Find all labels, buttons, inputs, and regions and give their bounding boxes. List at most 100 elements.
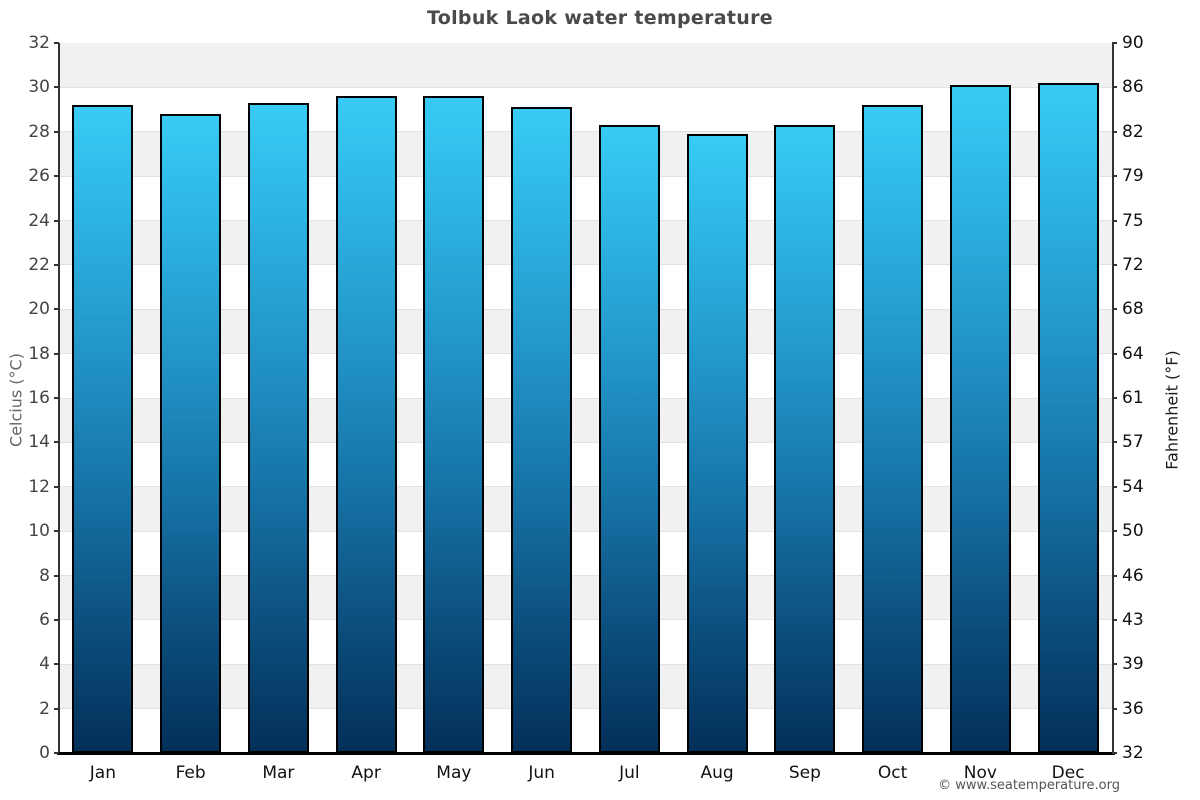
y-tick-label-celsius: 28 — [28, 121, 50, 142]
gridline — [59, 353, 1112, 355]
y-tick-mark-right — [1112, 130, 1117, 133]
y-tick-label-celsius: 10 — [28, 521, 50, 542]
y-tick-label-fahrenheit: 54 — [1122, 476, 1144, 497]
background-band — [59, 575, 1112, 620]
background-band — [59, 708, 1112, 753]
bar-nov — [949, 85, 1011, 753]
y-tick-label-fahrenheit: 90 — [1122, 33, 1144, 53]
y-tick-mark-right — [1112, 42, 1117, 44]
x-tick-label-jun: Jun — [528, 763, 555, 783]
y-tick-mark-right — [1112, 618, 1117, 621]
y-tick-label-celsius: 26 — [28, 166, 50, 187]
bar-sep — [774, 125, 836, 753]
y-tick-label-celsius: 12 — [28, 476, 50, 497]
y-tick-label-fahrenheit: 32 — [1122, 743, 1144, 763]
y-tick-mark-right — [1112, 263, 1117, 266]
background-band — [59, 43, 1112, 88]
y-tick-label-celsius: 6 — [39, 609, 50, 630]
gridline — [59, 131, 1112, 133]
x-tick-label-sep: Sep — [788, 763, 821, 783]
y-tick-label-fahrenheit: 57 — [1122, 432, 1144, 453]
bar-may — [423, 96, 485, 753]
background-band — [59, 442, 1112, 487]
y-tick-mark-right — [1112, 574, 1117, 577]
bar-feb — [160, 114, 222, 753]
y-tick-mark-left — [54, 42, 59, 44]
y-tick-label-celsius: 0 — [39, 743, 50, 763]
gridline — [59, 441, 1112, 443]
y-tick-mark-right — [1112, 752, 1117, 754]
y-tick-mark-right — [1112, 308, 1117, 311]
bar-jan — [72, 105, 134, 753]
y-tick-label-fahrenheit: 39 — [1122, 654, 1144, 675]
y-tick-mark-left — [54, 219, 59, 222]
y-tick-mark-left — [54, 485, 59, 488]
y-tick-mark-right — [1112, 663, 1117, 666]
y-tick-mark-left — [54, 397, 59, 399]
y-tick-mark-right — [1112, 530, 1117, 533]
background-band — [59, 398, 1112, 443]
y-tick-mark-right — [1112, 175, 1117, 178]
gridline — [59, 619, 1112, 621]
x-tick-label-oct: Oct — [877, 763, 908, 783]
x-tick-label-feb: Feb — [175, 763, 206, 783]
y-tick-mark-left — [54, 530, 59, 533]
gridline — [59, 530, 1112, 532]
bar-mar — [247, 102, 309, 753]
y-tick-label-fahrenheit: 79 — [1122, 166, 1144, 187]
gridline — [59, 264, 1112, 266]
y-tick-label-celsius: 8 — [39, 565, 50, 586]
background-band — [59, 664, 1112, 709]
y-tick-mark-left — [54, 574, 59, 577]
background-band — [59, 87, 1112, 132]
y-tick-mark-right — [1112, 397, 1117, 399]
background-band — [59, 531, 1112, 576]
x-tick-label-apr: Apr — [351, 763, 381, 783]
x-tick-label-mar: Mar — [262, 763, 295, 783]
background-band — [59, 619, 1112, 665]
y-tick-label-celsius: 16 — [28, 388, 50, 408]
background-band — [59, 264, 1112, 310]
y-tick-mark-left — [54, 352, 59, 355]
y-tick-label-fahrenheit: 36 — [1122, 698, 1144, 719]
x-tick-label-dec: Dec — [1051, 763, 1085, 783]
y-tick-mark-left — [54, 86, 59, 89]
bar-apr — [335, 96, 397, 753]
background-band — [59, 131, 1112, 177]
x-tick-label-jan: Jan — [89, 763, 116, 783]
y-tick-label-celsius: 4 — [39, 654, 50, 675]
x-tick-label-nov: Nov — [963, 763, 997, 783]
bar-jul — [598, 125, 660, 753]
gridline — [59, 220, 1112, 221]
y-tick-mark-left — [54, 618, 59, 621]
gridline — [59, 486, 1112, 488]
gridline — [59, 708, 1112, 710]
background-band — [59, 176, 1112, 221]
y-tick-label-fahrenheit: 64 — [1122, 343, 1144, 364]
bar-oct — [862, 105, 924, 753]
bar-aug — [686, 133, 748, 753]
y-tick-label-celsius: 18 — [28, 343, 50, 364]
background-band — [59, 486, 1112, 532]
chart-title: Tolbuk Laok water temperature — [427, 7, 773, 29]
footer-credit: © www.seatemperature.org — [938, 778, 1120, 793]
background-band — [59, 309, 1112, 354]
gridline — [59, 308, 1112, 310]
gridline — [59, 663, 1112, 665]
y-tick-mark-left — [54, 441, 59, 444]
y-tick-label-fahrenheit: 61 — [1122, 388, 1144, 408]
bar-jun — [511, 107, 573, 753]
background-band — [59, 353, 1112, 398]
y-tick-label-fahrenheit: 68 — [1122, 299, 1144, 320]
x-tick-label-may: May — [436, 763, 472, 783]
y-tick-mark-left — [54, 308, 59, 311]
y-tick-mark-right — [1112, 485, 1117, 488]
y-tick-label-fahrenheit: 86 — [1122, 77, 1144, 98]
background-band — [59, 220, 1112, 265]
y-tick-mark-left — [54, 752, 59, 754]
y-tick-label-celsius: 24 — [28, 210, 50, 231]
gridline — [59, 86, 1112, 88]
y-tick-label-celsius: 30 — [28, 77, 50, 98]
y-tick-mark-right — [1112, 352, 1117, 355]
